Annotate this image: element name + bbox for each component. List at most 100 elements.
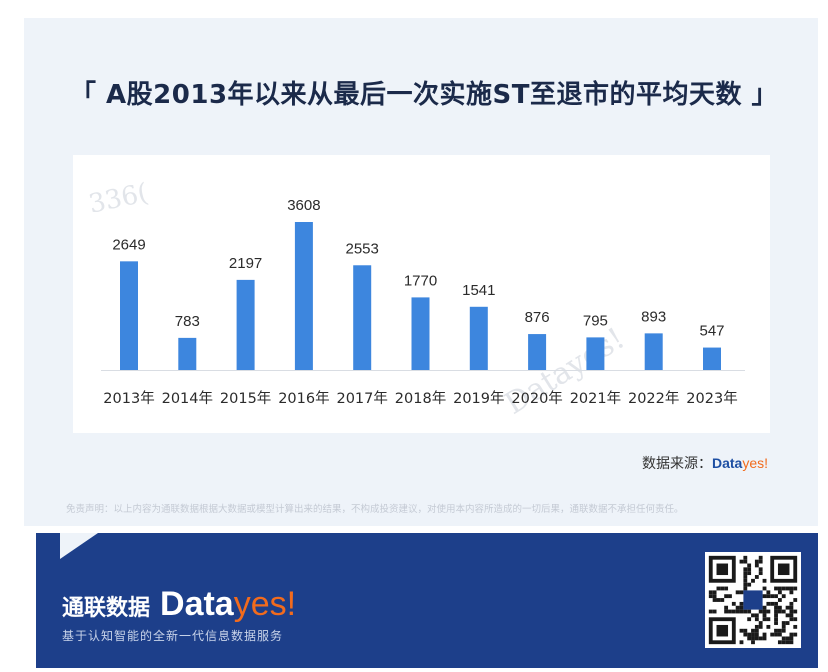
qr-module [781,624,786,629]
qr-module [743,571,748,576]
bar-2016年 [294,222,313,370]
qr-module [754,613,759,618]
qr-module [743,632,748,637]
bar-2021年 [586,337,605,370]
qr-module [747,632,752,637]
qr-module [774,605,778,610]
qr-module [743,628,748,633]
source-label: 数据来源： [641,456,712,472]
qr-module [739,605,744,610]
bar-2019年 [469,306,488,370]
qr-module [739,590,744,595]
qr-module [774,613,778,618]
qr-module [712,609,717,614]
watermark-text: 336( [86,178,151,220]
qr-module [758,636,763,641]
qr-module [777,586,782,591]
qr-module [766,624,771,629]
qr-module [766,601,771,606]
bar-2020年 [528,334,547,370]
qr-module [789,605,794,610]
qr-center-logo [743,590,763,610]
qr-module [789,613,794,618]
qr-module [762,617,767,622]
qr-module [781,621,786,625]
qr-module [739,628,744,633]
source-brand-yes: yes! [742,455,768,471]
qr-module [708,609,713,614]
qr-module [789,586,794,591]
footer-notch [60,533,98,559]
qr-module [789,590,794,595]
qr-module [743,555,748,560]
qr-module [751,628,755,633]
qr-module [781,636,786,641]
bar-2023年 [703,347,721,370]
qr-module [777,605,782,610]
qr-module [754,575,759,579]
qr-module [781,640,786,645]
qr-module [762,586,767,591]
bar-2017年 [353,265,372,370]
data-label: 3608 [287,197,320,214]
data-label: 547 [699,323,724,340]
qr-module [747,563,752,568]
qr-module [754,632,759,637]
qr-module [781,628,786,633]
qr-module [758,571,763,576]
data-label: 1770 [404,272,437,289]
qr-module [743,609,748,614]
qr-module [751,640,755,645]
qr-module [751,578,755,583]
data-label: 2197 [229,255,262,272]
qr-module [758,555,763,560]
qr-module [751,613,755,618]
qr-module [781,586,786,591]
data-label: 783 [175,313,200,330]
qr-module [774,621,778,625]
qr-module [712,598,717,602]
qr-module [793,609,798,614]
qr-module [781,594,786,599]
qr-module [708,590,713,595]
qr-module [712,594,717,599]
x-tick-label: 2023年 [686,390,737,407]
qr-module [758,567,763,572]
qr-module [743,582,748,587]
qr-module [774,628,778,633]
qr-module [774,632,778,637]
brand-logo-data: Data [160,585,234,623]
qr-module [789,640,794,645]
qr-code [705,552,801,648]
qr-module [762,605,767,610]
qr-module [785,586,790,591]
data-label: 2649 [112,236,145,253]
data-label: 893 [641,308,666,325]
footer-banner [36,533,818,668]
x-tick-label: 2022年 [628,390,679,407]
qr-module [724,605,729,610]
qr-module [793,598,798,602]
bar-2015年 [236,279,255,370]
qr-module [720,586,725,591]
qr-module [789,609,794,614]
qr-module [754,617,759,622]
chart-title: 「 A股2013年以来从最后一次实施ST至退市的平均天数 」 [70,80,779,110]
qr-module [735,605,740,610]
qr-module [789,617,794,622]
qr-module [774,609,778,614]
qr-module [777,609,782,614]
x-tick-label: 2015年 [220,390,271,407]
qr-module [762,609,767,614]
x-tick-label: 2018年 [395,390,446,407]
qr-module [762,594,767,599]
qr-module [793,586,798,591]
data-label: 1541 [462,282,495,299]
qr-module [754,563,759,568]
qr-module [739,559,744,564]
disclaimer-text: 免责声明：以上内容为通联数据根据大数据或模型计算出来的结果，不构成投资建议，对使… [66,504,684,515]
qr-module [758,624,763,629]
data-label: 2553 [346,240,379,257]
qr-module [766,594,771,599]
